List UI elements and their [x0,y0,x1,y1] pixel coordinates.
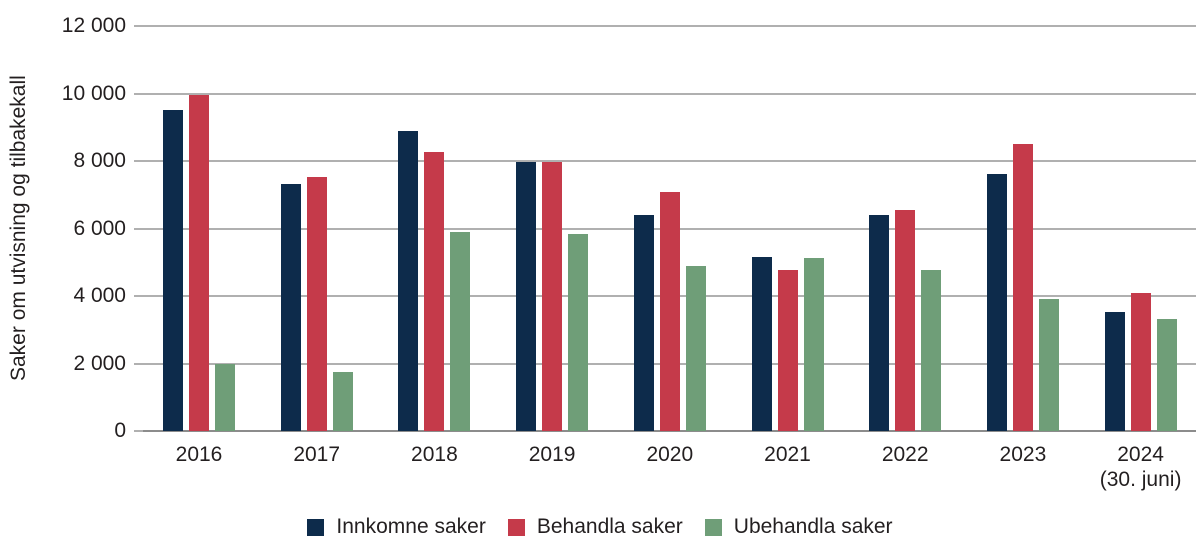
bar-ubehandla-saker-2019 [568,233,589,431]
legend-swatch-ubehandla-saker [704,518,722,536]
bar-behandla-saker-2024 [1130,292,1151,431]
x-tick-year: 2016 [175,443,223,466]
gridline [143,160,1196,162]
x-tick-label: 2022 [845,442,965,467]
bar-behandla-saker-2021 [777,270,798,431]
x-tick-year: 2017 [293,443,341,466]
bar-behandla-saker-2023 [1012,144,1033,431]
bar-innkomne-saker-2018 [398,131,419,431]
bar-innkomne-saker-2022 [869,215,890,431]
bar-behandla-saker-2019 [542,162,563,431]
y-tick-label: 6 000 [73,216,126,240]
x-tick-year: 2018 [411,443,458,466]
legend-swatch-behandla-saker [507,518,525,536]
legend-label: Behandla saker [536,515,683,538]
x-tick-label: 2018 [374,442,494,467]
bar-ubehandla-saker-2024 [1156,319,1177,431]
x-tick-label: 2016 [139,442,259,467]
bar-innkomne-saker-2017 [280,183,301,431]
bar-behandla-saker-2016 [189,95,209,431]
y-tick-mark [134,160,143,162]
legend-item-innkomne-saker: Innkomne saker [307,515,486,539]
x-tick-label: 2020 [610,442,730,467]
bar-behandla-saker-2022 [895,209,916,431]
bar-ubehandla-saker-2022 [921,269,942,431]
y-tick-mark [134,227,143,230]
legend-item-behandla-saker: Behandla saker [507,515,683,539]
bar-innkomne-saker-2019 [516,162,537,431]
x-tick-label: 2017 [257,442,377,467]
bar-ubehandla-saker-2023 [1038,299,1059,431]
y-tick-label: 12 000 [61,14,126,37]
bar-innkomne-saker-2024 [1104,312,1125,431]
legend-swatch-innkomne-saker [307,518,325,536]
bar-ubehandla-saker-2021 [803,257,824,431]
y-tick-label: 10 000 [61,81,126,105]
y-tick-mark [134,92,143,95]
y-tick-mark [134,430,143,432]
x-tick-label: 2024 (30. juni) [1081,442,1200,492]
y-tick-label: 4 000 [73,284,126,307]
x-tick-year: 2020 [646,443,694,466]
bar-behandla-saker-2017 [306,177,327,431]
bar-ubehandla-saker-2017 [332,372,353,431]
x-tick-year: 2019 [528,443,576,466]
y-tick-label: 2 000 [73,351,126,375]
gridline [143,92,1196,95]
bar-ubehandla-saker-2018 [450,231,471,431]
x-tick-year: 2023 [999,443,1047,466]
bar-behandla-saker-2018 [424,152,445,431]
y-tick-label: 8 000 [73,149,126,172]
x-tick-label: 2023 [963,442,1083,467]
x-tick-year: 2022 [881,443,929,466]
x-tick-label: 2019 [492,442,612,467]
bar-ubehandla-saker-2016 [215,363,235,431]
bar-behandla-saker-2020 [659,192,680,431]
gridline [143,25,1196,27]
x-tick-year: 2024 [1117,443,1164,466]
bar-ubehandla-saker-2020 [685,265,706,431]
y-tick-mark [134,362,143,365]
x-tick-year: 2021 [764,443,811,466]
x-tick-label: 2021 [728,442,848,467]
bar-innkomne-saker-2023 [986,173,1007,431]
x-tick-sublabel: (30. juni) [1099,468,1182,491]
bar-innkomne-saker-2021 [751,256,772,431]
legend-label: Ubehandla saker [733,515,893,538]
legend-item-ubehandla-saker: Ubehandla saker [704,515,893,539]
x-axis-line [143,430,1196,432]
bar-innkomne-saker-2016 [163,110,183,431]
chart-legend: Innkomne saker Behandla saker Ubehandla sa… [0,515,1200,539]
y-tick-mark [134,25,143,27]
bar-innkomne-saker-2020 [633,215,654,431]
legend-label: Innkomne saker [336,515,486,538]
y-tick-label: 0 [114,419,126,442]
y-tick-mark [134,295,143,297]
